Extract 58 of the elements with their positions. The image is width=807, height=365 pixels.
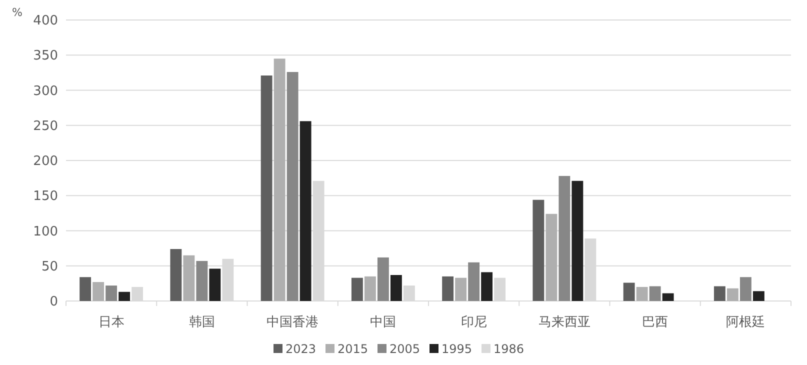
bar — [196, 260, 208, 301]
bar — [752, 291, 764, 301]
bar — [468, 262, 480, 301]
y-tick-label: 150 — [33, 189, 58, 204]
bar — [481, 272, 493, 301]
bar — [390, 275, 402, 301]
x-tick-label: 巴西 — [642, 315, 668, 330]
bar — [532, 200, 544, 301]
y-tick-label: 350 — [33, 48, 58, 64]
bar — [494, 278, 506, 301]
y-tick-label: 200 — [33, 154, 58, 170]
legend-label: 1995 — [442, 342, 472, 356]
bar — [623, 282, 635, 301]
bar — [209, 268, 221, 301]
legend-label: 2023 — [286, 342, 316, 356]
bar — [546, 214, 558, 301]
bar — [132, 286, 144, 301]
bar — [714, 286, 726, 301]
bar — [572, 180, 584, 301]
legend-label: 1986 — [494, 342, 524, 356]
bar — [662, 293, 674, 301]
bar — [455, 278, 467, 301]
bar — [106, 286, 118, 301]
x-tick-label: 韩国 — [188, 315, 215, 330]
bar — [403, 286, 415, 301]
bar — [92, 282, 104, 301]
y-tick-label: 250 — [33, 118, 58, 134]
x-tick-label: 印尼 — [460, 315, 487, 330]
bar — [80, 277, 92, 301]
bar — [558, 176, 570, 301]
legend-label: 2015 — [338, 342, 368, 356]
y-axis-title: % — [12, 6, 22, 19]
bar — [300, 121, 312, 301]
bar — [183, 255, 195, 301]
bar — [351, 278, 363, 301]
y-tick-label: 300 — [33, 84, 58, 99]
bar — [170, 249, 182, 301]
y-tick-label: 100 — [33, 224, 58, 240]
x-tick-label: 马来西亚 — [538, 315, 590, 330]
bar — [260, 76, 272, 301]
legend-label: 2005 — [390, 342, 420, 356]
bar — [649, 286, 661, 301]
x-tick-label: 日本 — [98, 315, 124, 330]
bar — [740, 277, 752, 301]
x-tick-label: 中国香港 — [266, 315, 319, 330]
x-tick-label: 阿根廷 — [726, 315, 766, 330]
bar — [118, 292, 130, 301]
y-tick-label: 50 — [41, 259, 58, 274]
bar — [442, 276, 454, 301]
bar — [286, 72, 298, 301]
bar — [364, 276, 376, 301]
y-tick-label: 0 — [50, 294, 58, 310]
bar — [377, 257, 389, 301]
y-tick-label: 400 — [33, 14, 58, 29]
bar — [636, 286, 648, 301]
bar — [274, 58, 286, 301]
x-tick-label: 中国 — [370, 315, 396, 330]
bar — [726, 288, 738, 301]
